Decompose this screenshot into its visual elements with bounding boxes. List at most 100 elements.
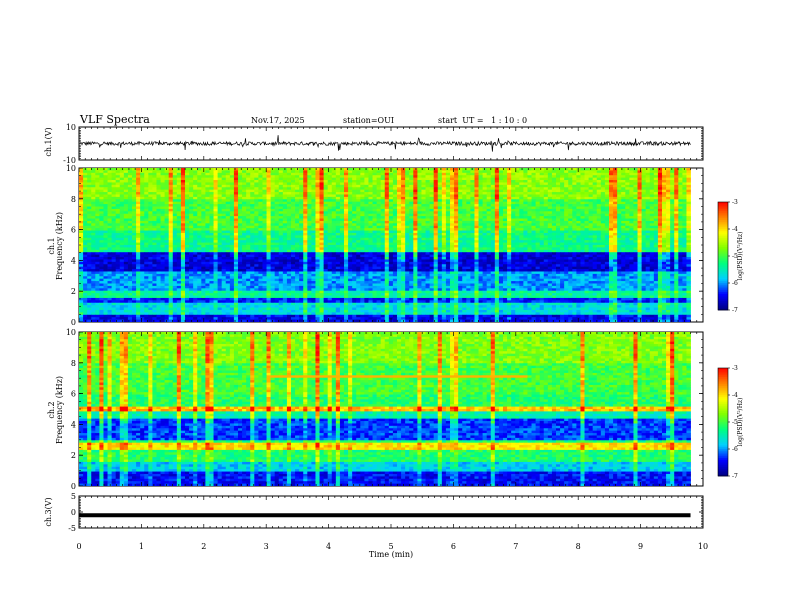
- spectrogram-cell: [604, 240, 610, 243]
- spectrogram-cell: [148, 172, 153, 176]
- spectrogram-cell: [152, 247, 157, 251]
- spectrogram-cell: [645, 175, 651, 179]
- spectrogram-cell: [600, 170, 606, 174]
- spectrogram-cell: [584, 168, 589, 171]
- spectrogram-cell: [148, 199, 153, 203]
- spectrogram-cell: [401, 182, 406, 186]
- spectrogram-cell: [682, 237, 687, 241]
- spectrogram-cell: [580, 211, 585, 215]
- spectrogram-cell: [633, 206, 638, 210]
- spectrogram-cell: [95, 242, 100, 246]
- spectrogram-cell: [295, 235, 300, 239]
- spectrogram-cell: [608, 220, 614, 224]
- spectrogram-cell: [315, 220, 320, 224]
- spectrogram-cell: [498, 199, 504, 203]
- spectrogram-cell: [637, 218, 642, 222]
- spectrogram-cell: [405, 187, 410, 191]
- spectrogram-cell: [401, 201, 406, 205]
- spectrogram-cell: [107, 172, 113, 176]
- spectrogram-cell: [653, 184, 659, 188]
- spectrogram-cell: [91, 180, 96, 183]
- spectrogram-cell: [127, 168, 133, 171]
- spectrogram-cell: [274, 201, 280, 205]
- spectrogram-cell: [653, 240, 659, 243]
- spectrogram-cell: [201, 182, 206, 186]
- spectrogram-cell: [678, 184, 683, 188]
- spectrogram-cell: [482, 184, 488, 188]
- spectrogram-cell: [682, 208, 687, 212]
- spectrogram-cell: [87, 168, 92, 171]
- spectrogram-cell: [221, 206, 227, 210]
- spectrogram-cell: [580, 220, 585, 224]
- spectrogram-cell: [79, 208, 84, 212]
- spectrogram-cell: [409, 240, 414, 243]
- spectrogram-cell: [515, 194, 520, 198]
- spectrogram-cell: [490, 180, 496, 183]
- spectrogram-cell: [83, 225, 88, 229]
- spectrogram-cell: [352, 230, 357, 234]
- spectrogram-cell: [99, 228, 104, 231]
- spectrogram-cell: [270, 240, 276, 243]
- spectrogram-cell: [649, 225, 655, 229]
- spectrogram-cell: [507, 170, 512, 174]
- spectrogram-cell: [458, 182, 463, 186]
- spectrogram-cell: [592, 242, 598, 246]
- spectrogram-cell: [238, 223, 243, 227]
- spectrogram-cell: [498, 235, 504, 239]
- spectrogram-cell: [568, 216, 573, 219]
- spectrogram-cell: [299, 245, 304, 248]
- spectrogram-cell: [278, 218, 284, 222]
- spectrogram-cell: [339, 204, 345, 207]
- spectrogram-cell: [396, 235, 402, 239]
- spectrogram-cell: [657, 208, 663, 212]
- spectrogram-cell: [511, 223, 516, 227]
- spectrogram-cell: [189, 223, 194, 227]
- spectrogram-cell: [238, 170, 243, 174]
- spectrogram-cell: [486, 230, 492, 234]
- spectrogram-cell: [339, 192, 345, 195]
- spectrogram-cell: [136, 242, 141, 246]
- spectrogram-cell: [421, 172, 426, 176]
- spectrogram-cell: [327, 213, 333, 217]
- spectrogram-cell: [172, 201, 178, 205]
- spectrogram-cell: [543, 168, 549, 171]
- spectrogram-cell: [319, 196, 325, 200]
- spectrogram-cell: [429, 208, 435, 212]
- spectrogram-cell: [343, 218, 349, 222]
- spectrogram-cell: [107, 235, 113, 239]
- spectrogram-cell: [376, 225, 382, 229]
- spectrogram-cell: [384, 223, 390, 227]
- spectrogram-cell: [107, 230, 113, 234]
- spectrogram-cell: [258, 242, 263, 246]
- spectrogram-cell: [311, 187, 316, 191]
- spectrogram-cell: [507, 223, 512, 227]
- spectrogram-cell: [327, 206, 333, 210]
- spectrogram-cell: [392, 228, 398, 231]
- spectrogram-cell: [584, 201, 589, 205]
- spectrogram-cell: [103, 211, 108, 215]
- spectrogram-cell: [238, 180, 243, 183]
- spectrogram-cell: [433, 211, 439, 215]
- spectrogram-cell: [568, 177, 573, 181]
- spectrogram-cell: [653, 177, 659, 181]
- spectrogram-cell: [307, 242, 312, 246]
- spectrogram-cell: [604, 208, 610, 212]
- spectrogram-cell: [217, 240, 223, 243]
- spectrogram-cell: [286, 208, 292, 212]
- spectrogram-cell: [596, 211, 602, 215]
- spectrogram-cell: [180, 170, 186, 174]
- spectrogram-cell: [531, 223, 536, 227]
- spectrogram-cell: [604, 199, 610, 203]
- spectrogram-cell: [531, 206, 536, 210]
- spectrogram-cell: [596, 168, 602, 171]
- spectrogram-cell: [474, 182, 479, 186]
- spectrogram-cell: [123, 206, 129, 210]
- spectrogram-cell: [401, 223, 406, 227]
- spectrogram-cell: [79, 177, 84, 181]
- spectrogram-cell: [617, 196, 622, 200]
- spectrogram-cell: [323, 235, 329, 239]
- spectrogram-cell: [633, 218, 638, 222]
- spectrogram-cell: [352, 220, 357, 224]
- spectrogram-cell: [368, 180, 373, 183]
- spectrogram-cell: [380, 240, 386, 243]
